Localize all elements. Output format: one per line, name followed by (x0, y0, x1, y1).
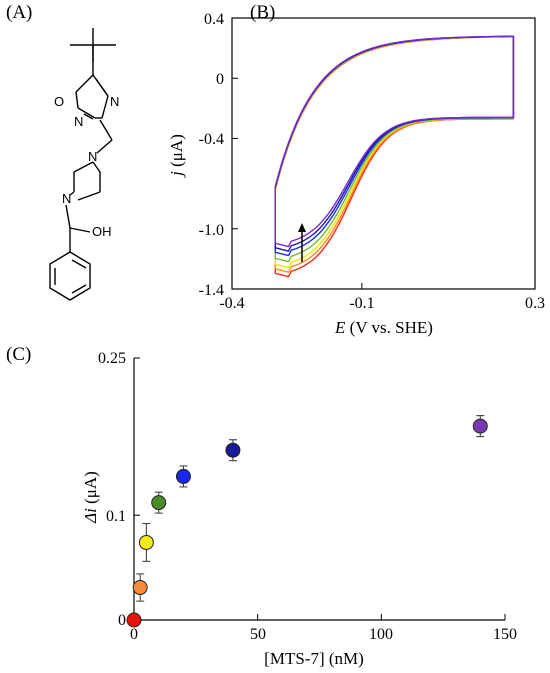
cv-y-tick-label-4: -1.4 (199, 282, 224, 299)
cv-series-2 (274, 35, 515, 269)
trend-arrow-head (298, 223, 306, 232)
titration-x-tick-label-0: 0 (130, 626, 138, 643)
cv-plot-frame (231, 17, 536, 290)
titration-x-tick-label-2: 100 (369, 626, 393, 643)
cv-chart: -0.4 -0.1 0.3 0.4 0 -0.4 -1.0 -1.4 E (V … (167, 11, 545, 337)
atom-label-n4: N (62, 191, 71, 206)
titration-x-axis-label: [MTS-7] (nM) (264, 649, 364, 668)
data-point-1 (132, 580, 148, 596)
titration-y-tick-label-2: 0.25 (98, 350, 126, 367)
cv-x-axis-label: E (V vs. SHE) (334, 318, 433, 337)
titration-y-tick-label-0: 0 (118, 612, 126, 629)
cv-x-tick-label-2: 0.3 (525, 295, 545, 312)
cv-y-tick-label-2: -0.4 (199, 131, 224, 148)
titration-ticks (133, 357, 506, 621)
titration-x-tick-label-3: 150 (493, 626, 517, 643)
cv-x-tick-label-0: -0.4 (219, 295, 244, 312)
panel-label-c: (C) (6, 344, 32, 365)
cv-series-4 (274, 35, 515, 257)
cv-y-tick-label-3: -1.0 (199, 222, 224, 239)
cv-series-6 (274, 35, 515, 248)
panel-label-a: (A) (6, 2, 33, 23)
atom-label-n2: N (74, 114, 83, 129)
titration-y-axis-label: Δi (μA) (81, 471, 100, 524)
titration-y-tick-label-1: 0.1 (106, 508, 126, 525)
atom-label-n1: N (110, 94, 119, 109)
data-point-3 (151, 495, 167, 511)
data-point-5 (225, 442, 241, 458)
data-point-6 (472, 418, 488, 434)
atom-label-oh: OH (92, 224, 112, 239)
cv-x-tick-label-1: -0.1 (349, 295, 374, 312)
cv-y-tick-label-1: 0 (216, 71, 224, 88)
cv-y-axis-label: j (μA) (167, 134, 186, 178)
titration-points (126, 415, 488, 628)
atom-label-o: O (54, 94, 64, 109)
molecule-structure (49, 28, 116, 301)
cv-ticks (231, 17, 536, 290)
cv-series-3 (274, 35, 515, 263)
data-point-0 (126, 612, 142, 628)
atom-label-n3: N (88, 149, 97, 164)
data-point-4 (175, 468, 191, 484)
titration-x-tick-label-1: 50 (250, 626, 266, 643)
cv-series-5 (274, 35, 515, 252)
data-point-2 (138, 534, 154, 550)
cv-y-tick-label-0: 0.4 (204, 11, 224, 28)
cv-curves (274, 35, 515, 278)
titration-chart: 0 50 100 150 0 0.1 0.25 [MTS-7] (nM) Δi … (81, 350, 517, 668)
